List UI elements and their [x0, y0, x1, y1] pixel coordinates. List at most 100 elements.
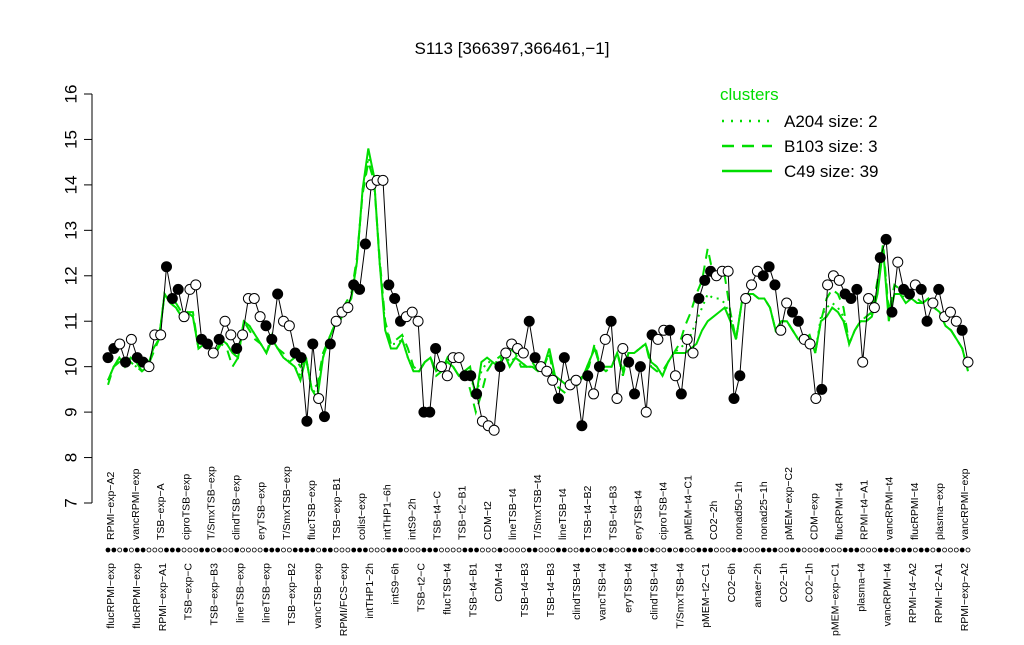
- data-point: [558, 352, 570, 364]
- data-point: [547, 374, 559, 386]
- rug-mark: [286, 547, 292, 553]
- rug-mark: [240, 547, 245, 553]
- data-point: [617, 342, 629, 354]
- data-point: [295, 352, 307, 364]
- rug-mark: [333, 547, 339, 553]
- data-point: [114, 338, 126, 350]
- y-tick-label: 11: [61, 312, 80, 330]
- rug-mark: [398, 547, 403, 553]
- top-labels: RPMI−exp−A2 vancRPMI−exp TSB−exp−A ciproTSB…: [105, 466, 971, 540]
- rug-mark: [871, 547, 877, 553]
- rug-mark: [164, 547, 169, 553]
- rug-mark: [444, 547, 450, 553]
- rug-mark: [901, 547, 907, 553]
- sample-label: vancRPMI−exp: [959, 468, 971, 540]
- data-point: [874, 252, 886, 264]
- sample-label: clindTSB−exp: [231, 475, 243, 540]
- rug-mark: [339, 547, 345, 553]
- data-point: [623, 356, 635, 368]
- sample-label: RPMI−t4−A1: [859, 480, 871, 540]
- sample-label: TSB−exp−A: [155, 483, 167, 540]
- rug-mark: [731, 547, 737, 553]
- rug-mark: [602, 547, 608, 553]
- data-point: [605, 315, 617, 327]
- data-point: [933, 283, 945, 295]
- data-point: [471, 388, 483, 400]
- rug-mark: [146, 547, 152, 553]
- rug-mark: [930, 547, 936, 553]
- y-tick-label: 13: [61, 221, 80, 240]
- data-point: [377, 174, 389, 186]
- data-point: [172, 283, 184, 295]
- sample-label: TSB−t4−B2: [582, 486, 594, 540]
- rug-mark: [409, 547, 415, 553]
- sample-label: pMEM−exp−C2: [783, 467, 795, 540]
- y-tick-label: 16: [61, 85, 80, 104]
- data-point: [494, 361, 506, 373]
- y-tick-label: 9: [61, 407, 80, 416]
- rug-mark: [123, 547, 128, 553]
- rug-mark: [392, 547, 398, 553]
- data-point: [435, 361, 447, 373]
- rug-mark: [743, 547, 749, 553]
- rug-mark: [257, 547, 263, 553]
- rug-mark: [801, 547, 807, 553]
- data-point: [231, 342, 243, 354]
- data-point: [125, 333, 137, 345]
- rug-mark: [912, 547, 918, 553]
- rug-mark: [948, 547, 953, 553]
- data-point: [143, 361, 155, 373]
- rug-mark: [883, 547, 889, 553]
- sample-label: eryTSB−exp: [256, 482, 268, 540]
- data-point: [201, 338, 213, 350]
- rug-mark: [246, 547, 251, 553]
- data-point: [956, 324, 968, 336]
- rug-mark: [772, 547, 778, 553]
- rug-mark: [433, 547, 439, 553]
- rug-mark: [538, 547, 544, 553]
- legend-label-c49: C49 size: 39: [784, 162, 879, 181]
- rug-mark: [193, 547, 199, 553]
- sample-label: CO2−1h: [778, 563, 790, 603]
- sample-label: TSB−t2−C: [416, 563, 428, 612]
- sample-label: CO2−1h: [804, 563, 816, 603]
- rug-mark: [889, 547, 895, 553]
- rug-mark: [322, 547, 327, 553]
- sample-label: TSB−t4−B3: [607, 486, 619, 540]
- data-point: [190, 279, 202, 291]
- data-point: [810, 392, 822, 404]
- data-point: [857, 356, 869, 368]
- sample-label: intTHP1−2h: [364, 563, 376, 619]
- rug-mark: [965, 547, 971, 553]
- data-point: [681, 333, 693, 345]
- data-point: [465, 370, 477, 382]
- sample-label: TSB−exp−B1: [331, 477, 343, 540]
- rug-mark: [526, 547, 532, 553]
- sample-label: CDM−t4: [493, 563, 505, 602]
- sample-label: ciproTSB−exp: [180, 474, 192, 540]
- rug-mark: [649, 547, 655, 553]
- rug-mark: [134, 547, 140, 553]
- rug-mark: [953, 547, 959, 553]
- rug-mark: [450, 547, 456, 553]
- data-point: [430, 342, 442, 354]
- y-tick-label: 10: [61, 357, 80, 376]
- rug-mark: [561, 547, 567, 553]
- sample-label: lineTSB−exp: [234, 563, 246, 623]
- rug-mark: [942, 547, 947, 553]
- rug-mark: [140, 547, 146, 553]
- data-point: [342, 302, 354, 314]
- sample-label: vancRPMI−t4: [881, 563, 893, 626]
- rug-mark: [936, 547, 942, 553]
- rug-marks: [105, 547, 971, 553]
- rug-mark: [520, 547, 526, 553]
- data-point: [283, 320, 295, 332]
- data-point: [669, 370, 681, 382]
- sample-label: eryTSB−t4: [633, 490, 645, 540]
- rug-mark: [158, 547, 164, 553]
- rug-mark: [275, 547, 281, 553]
- rug-mark: [357, 547, 362, 553]
- data-point: [903, 288, 915, 300]
- data-point: [763, 261, 775, 273]
- sample-label: anaer−2h: [752, 563, 764, 608]
